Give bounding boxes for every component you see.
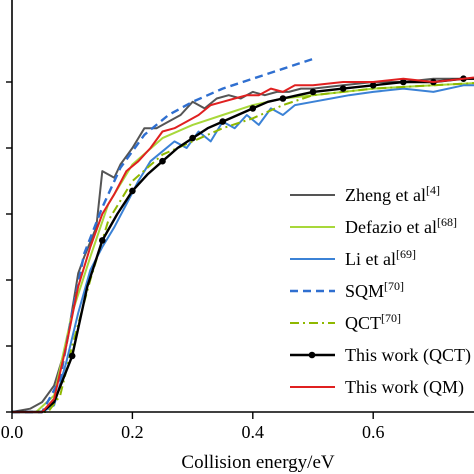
series-line (12, 76, 474, 413)
legend-marker (308, 351, 316, 359)
series-marker (339, 85, 347, 92)
legend-label: Defazio et al[68] (345, 215, 457, 237)
legend-label: SQM[70] (345, 279, 404, 301)
legend-label: This work (QM) (345, 377, 464, 398)
legend-label: Li et al[69] (345, 247, 416, 269)
legend-label: QCT[70] (345, 311, 401, 333)
series-marker (99, 237, 106, 244)
series-marker (249, 105, 257, 112)
x-tick-label: 0.4 (242, 422, 265, 442)
series-marker (189, 134, 196, 142)
legend-label: This work (QCT) (345, 345, 471, 366)
x-tick-label: 0.2 (121, 422, 144, 442)
legend-label: Zheng et al[4] (345, 183, 440, 205)
x-tick-label: 0.0 (1, 422, 24, 442)
axes (11, 0, 474, 413)
ticks: 0.0 0.2 0.4 0.6 (1, 81, 385, 442)
x-tick-label: 0.6 (362, 422, 385, 442)
series-marker (129, 187, 136, 195)
series-marker (279, 95, 287, 102)
series-marker (219, 118, 226, 125)
legend: Zheng et al[4] Defazio et al[68] Li et al[… (290, 183, 471, 398)
series-marker (400, 78, 407, 86)
series-marker (159, 157, 166, 165)
series-marker (309, 88, 317, 96)
series-line (12, 77, 474, 414)
x-axis-title: Collision energy/eV (181, 452, 334, 473)
series-marker (369, 82, 377, 89)
series-layer (11, 57, 474, 414)
series-line (12, 84, 474, 413)
series-marker (68, 352, 76, 360)
series-line (12, 57, 314, 414)
